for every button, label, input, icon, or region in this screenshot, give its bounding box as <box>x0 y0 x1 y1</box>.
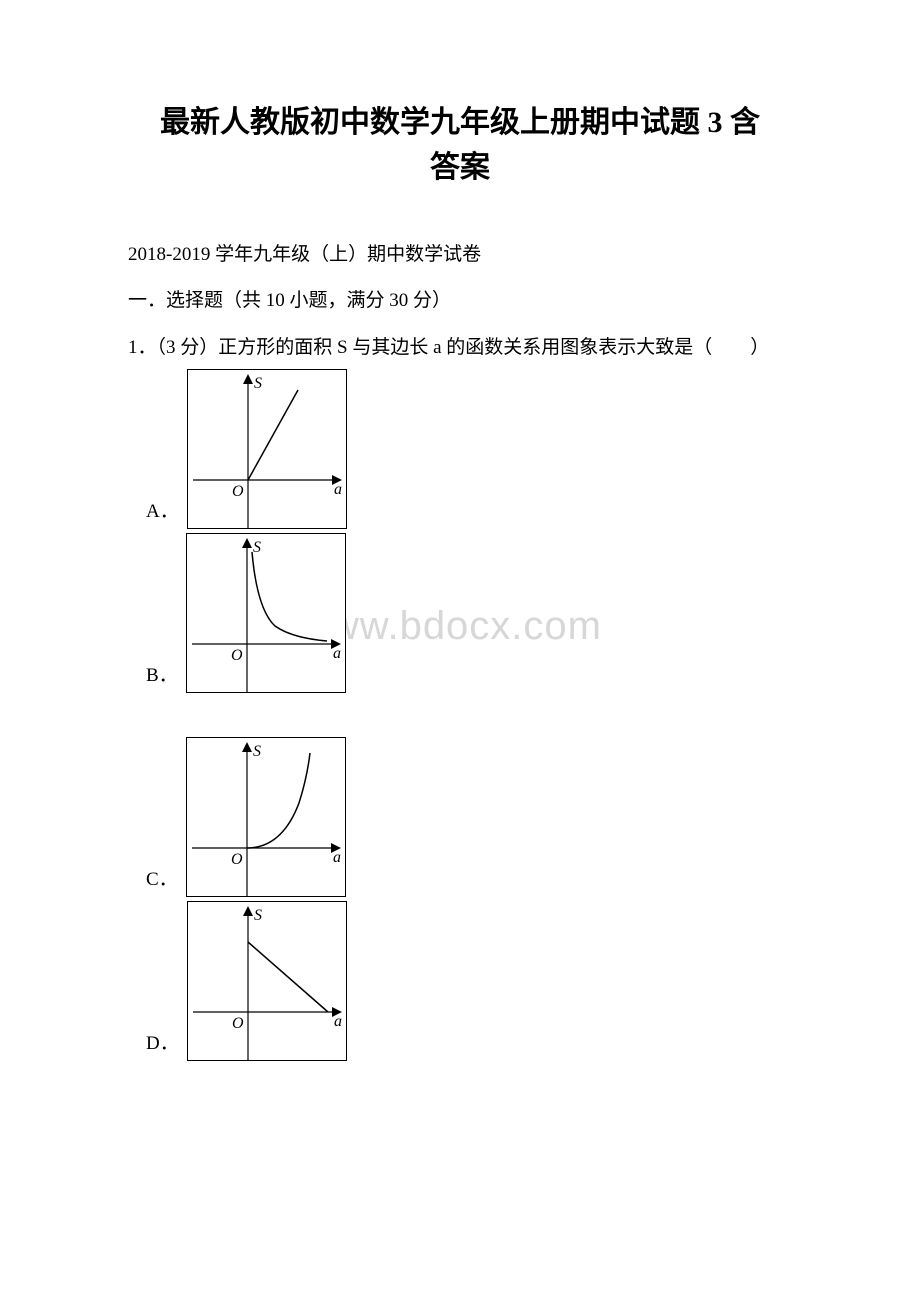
y-axis-arrow <box>243 374 253 384</box>
y-axis-label: S <box>253 743 261 760</box>
x-axis-label: a <box>334 1013 342 1030</box>
option-d-label: D． <box>146 1028 179 1061</box>
option-c-label: C． <box>146 864 178 897</box>
curve-c <box>247 753 310 848</box>
y-axis-arrow <box>242 742 252 752</box>
section-heading: 一．选择题（共 10 小题，满分 30 分） <box>90 286 830 316</box>
option-b-label: B． <box>146 660 178 693</box>
y-axis-label: S <box>254 907 262 924</box>
title-line-1: 最新人教版初中数学九年级上册期中试题 3 含 <box>160 106 760 139</box>
page-title: 最新人教版初中数学九年级上册期中试题 3 含 答案 <box>90 100 830 190</box>
origin-label: O <box>232 483 244 500</box>
graph-c-svg: S a O <box>187 738 347 898</box>
title-line-2: 答案 <box>430 151 490 184</box>
origin-label: O <box>232 1015 244 1032</box>
spacer <box>90 697 830 737</box>
option-b-row: B． S a O <box>146 533 830 693</box>
x-axis-label: a <box>334 481 342 498</box>
graph-a-svg: S a O <box>188 370 348 530</box>
curve-a <box>248 390 298 480</box>
y-axis-arrow <box>242 538 252 548</box>
origin-label: O <box>231 851 243 868</box>
option-a-row: A． S a O <box>146 369 830 529</box>
option-a-graph: S a O <box>187 369 347 529</box>
curve-b <box>252 552 327 641</box>
option-c-graph: S a O <box>186 737 346 897</box>
x-axis-label: a <box>333 645 341 662</box>
question-1: 1．（3 分）正方形的面积 S 与其边长 a 的函数关系用图象表示大致是（ ） <box>90 333 830 363</box>
option-b-graph: S a O <box>186 533 346 693</box>
option-a-label: A． <box>146 496 179 529</box>
x-axis-label: a <box>333 849 341 866</box>
curve-d <box>248 942 328 1012</box>
exam-subtitle: 2018-2019 学年九年级（上）期中数学试卷 <box>90 240 830 270</box>
origin-label: O <box>231 647 243 664</box>
option-c-row: C． S a O <box>146 737 830 897</box>
y-axis-arrow <box>243 906 253 916</box>
graph-d-svg: S a O <box>188 902 348 1062</box>
option-d-row: D． S a O <box>146 901 830 1061</box>
option-d-graph: S a O <box>187 901 347 1061</box>
y-axis-label: S <box>254 375 262 392</box>
y-axis-label: S <box>253 539 261 556</box>
graph-b-svg: S a O <box>187 534 347 694</box>
